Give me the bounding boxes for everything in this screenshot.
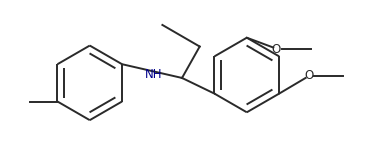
Text: NH: NH	[145, 68, 163, 81]
Text: O: O	[304, 69, 313, 82]
Text: O: O	[272, 43, 281, 56]
